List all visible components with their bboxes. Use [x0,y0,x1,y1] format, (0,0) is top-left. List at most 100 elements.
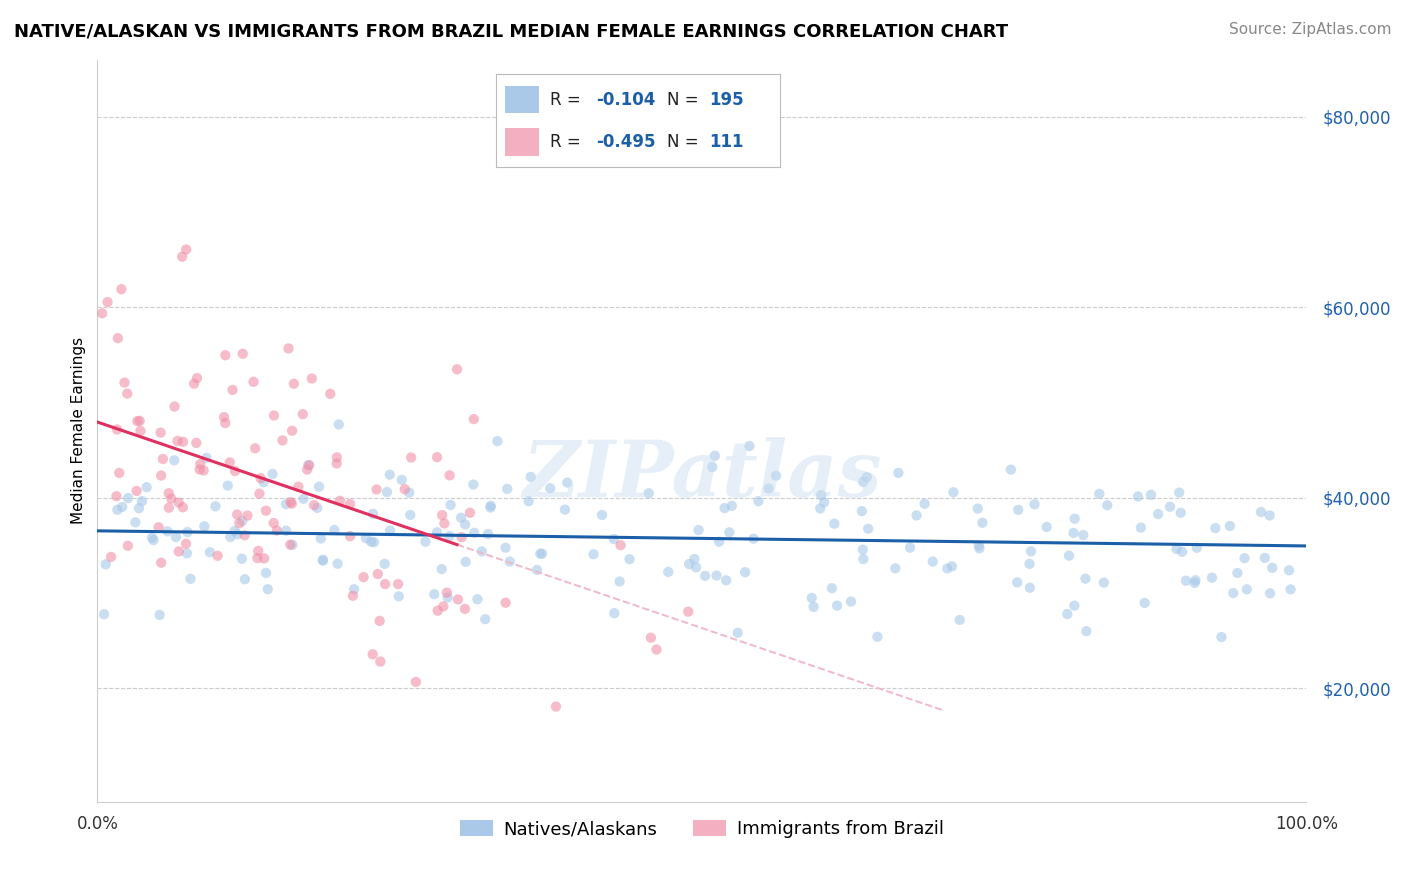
Point [479,500,502,515]
Point [329,493,352,508]
Point [398,485,420,500]
Point [856,470,879,484]
Point [554,502,576,516]
Point [141,531,163,545]
Point [281,538,304,552]
Point [91,306,114,320]
Point [186,435,208,450]
Point [695,569,717,583]
Point [609,538,631,552]
Point [271,434,294,448]
Point [214,416,236,430]
Point [852,475,875,489]
Point [905,508,928,523]
Point [436,591,458,605]
Point [246,551,269,566]
Point [966,501,988,516]
Point [1222,586,1244,600]
Point [1024,497,1046,511]
Point [307,500,329,515]
Point [747,494,769,508]
Point [1175,574,1198,588]
Point [808,501,831,516]
Point [1063,525,1085,540]
Point [439,498,461,512]
Point [447,592,470,607]
Point [603,606,626,620]
Point [254,504,277,518]
Point [368,614,391,628]
Point [291,407,314,421]
Point [678,605,700,619]
Point [517,494,540,508]
Point [249,486,271,500]
Point [221,383,243,397]
Point [131,494,153,508]
Point [283,376,305,391]
Point [224,524,246,538]
Point [1219,519,1241,533]
Point [117,386,139,401]
Point [157,500,180,515]
Point [254,566,277,580]
Point [325,457,347,471]
Point [367,567,389,582]
Point [499,555,522,569]
Point [1278,563,1301,577]
Point [914,497,936,511]
Point [856,522,879,536]
Point [149,425,172,440]
Point [231,514,253,528]
Point [179,572,201,586]
Point [278,538,301,552]
Point [450,530,472,544]
Point [247,544,270,558]
Point [188,457,211,471]
Point [1035,520,1057,534]
Point [1226,566,1249,580]
Point [645,642,668,657]
Point [193,519,215,533]
Point [399,450,422,465]
Point [292,491,315,506]
Point [233,528,256,542]
Point [328,417,350,432]
Point [217,478,239,492]
Point [302,498,325,512]
Point [172,500,194,515]
Point [166,434,188,448]
Point [972,516,994,530]
Point [426,450,449,465]
Point [851,504,873,518]
Point [706,568,728,582]
Point [163,453,186,467]
Point [479,499,502,513]
Point [374,557,396,571]
Point [150,468,173,483]
Point [423,587,446,601]
Point [519,470,541,484]
Point [218,455,240,469]
Point [252,475,274,490]
Point [714,574,737,588]
Point [96,295,118,310]
Point [228,516,250,531]
Point [1258,586,1281,600]
Point [463,412,485,426]
Point [688,523,710,537]
Point [312,553,335,567]
Point [813,495,835,509]
Point [415,534,437,549]
Point [1097,498,1119,512]
Point [582,547,605,561]
Point [1018,581,1040,595]
Point [93,607,115,622]
Point [446,362,468,376]
Point [388,589,411,603]
Point [280,495,302,509]
Point [683,552,706,566]
Point [1211,630,1233,644]
Point [678,557,700,571]
Point [1088,487,1111,501]
Point [1233,551,1256,566]
